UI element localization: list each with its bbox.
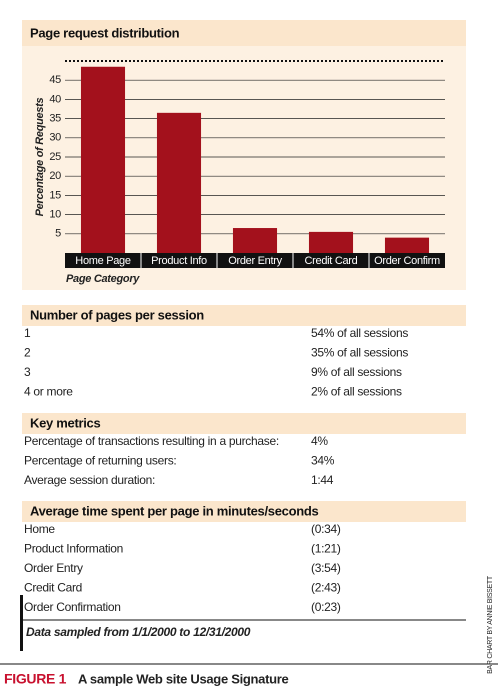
- row-label: 2: [24, 346, 31, 360]
- row-label: Credit Card: [24, 581, 82, 595]
- section-header: [22, 413, 466, 434]
- category-band: [65, 253, 445, 268]
- chart-title: Page request distribution: [30, 25, 180, 40]
- x-tick-label: Home Page: [75, 255, 131, 267]
- section-header: [22, 501, 466, 522]
- row-label: 1: [24, 326, 31, 340]
- x-tick-label: Product Info: [151, 255, 207, 267]
- bar: [384, 237, 430, 253]
- y-tick-label: 10: [49, 209, 61, 221]
- row-value: (2:43): [311, 581, 341, 595]
- x-axis-title: Page Category: [66, 273, 140, 285]
- x-tick-label: Order Confirm: [374, 255, 440, 267]
- row-label: 3: [24, 365, 31, 379]
- row-value: 35% of all sessions: [311, 346, 408, 360]
- row-value: 34%: [311, 454, 335, 468]
- chart-header: [22, 20, 466, 46]
- row-label: Percentage of returning users:: [24, 454, 176, 468]
- y-tick-label: 20: [49, 170, 61, 182]
- y-tick-label: 15: [49, 189, 61, 201]
- x-tick-label: Order Entry: [228, 255, 282, 267]
- row-value: 2% of all sessions: [311, 385, 402, 399]
- section-title: Key metrics: [30, 415, 100, 430]
- y-tick-label: 40: [49, 93, 61, 105]
- section-header: [22, 305, 466, 326]
- credit: BAR CHART BY ANNIE BISSETT: [487, 575, 494, 674]
- figure-label: FIGURE 1: [4, 671, 67, 687]
- row-value: 9% of all sessions: [311, 365, 402, 379]
- row-label: Product Information: [24, 542, 123, 556]
- y-tick-label: 5: [55, 228, 61, 240]
- y-tick-label: 35: [49, 113, 61, 125]
- row-label: Home: [24, 522, 55, 536]
- row-value: (3:54): [311, 561, 341, 575]
- y-axis-title: Percentage of Requests: [34, 97, 46, 216]
- section-title: Number of pages per session: [30, 307, 204, 322]
- row-label: Percentage of transactions resulting in …: [24, 434, 279, 448]
- bar: [308, 231, 354, 253]
- section-title: Average time spent per page in minutes/s…: [30, 503, 318, 518]
- row-value: 1:44: [311, 473, 334, 487]
- side-rule: [20, 595, 23, 651]
- row-label: Order Confirmation: [24, 600, 121, 614]
- bar: [232, 228, 278, 253]
- row-value: 54% of all sessions: [311, 326, 408, 340]
- row-value: 4%: [311, 434, 328, 448]
- row-label: Order Entry: [24, 561, 83, 575]
- y-tick-label: 30: [49, 132, 61, 144]
- note: Data sampled from 1/1/2000 to 12/31/2000: [26, 625, 251, 639]
- row-value: (0:34): [311, 522, 341, 536]
- y-tick-label: 45: [49, 74, 61, 86]
- y-tick-label: 25: [49, 151, 61, 163]
- row-value: (0:23): [311, 600, 341, 614]
- bar: [80, 66, 126, 253]
- row-label: 4 or more: [24, 385, 73, 399]
- bar: [156, 112, 202, 253]
- x-tick-label: Credit Card: [305, 255, 358, 267]
- figure-caption: A sample Web site Usage Signature: [78, 671, 289, 686]
- row-value: (1:21): [311, 542, 341, 556]
- row-label: Average session duration:: [24, 473, 155, 487]
